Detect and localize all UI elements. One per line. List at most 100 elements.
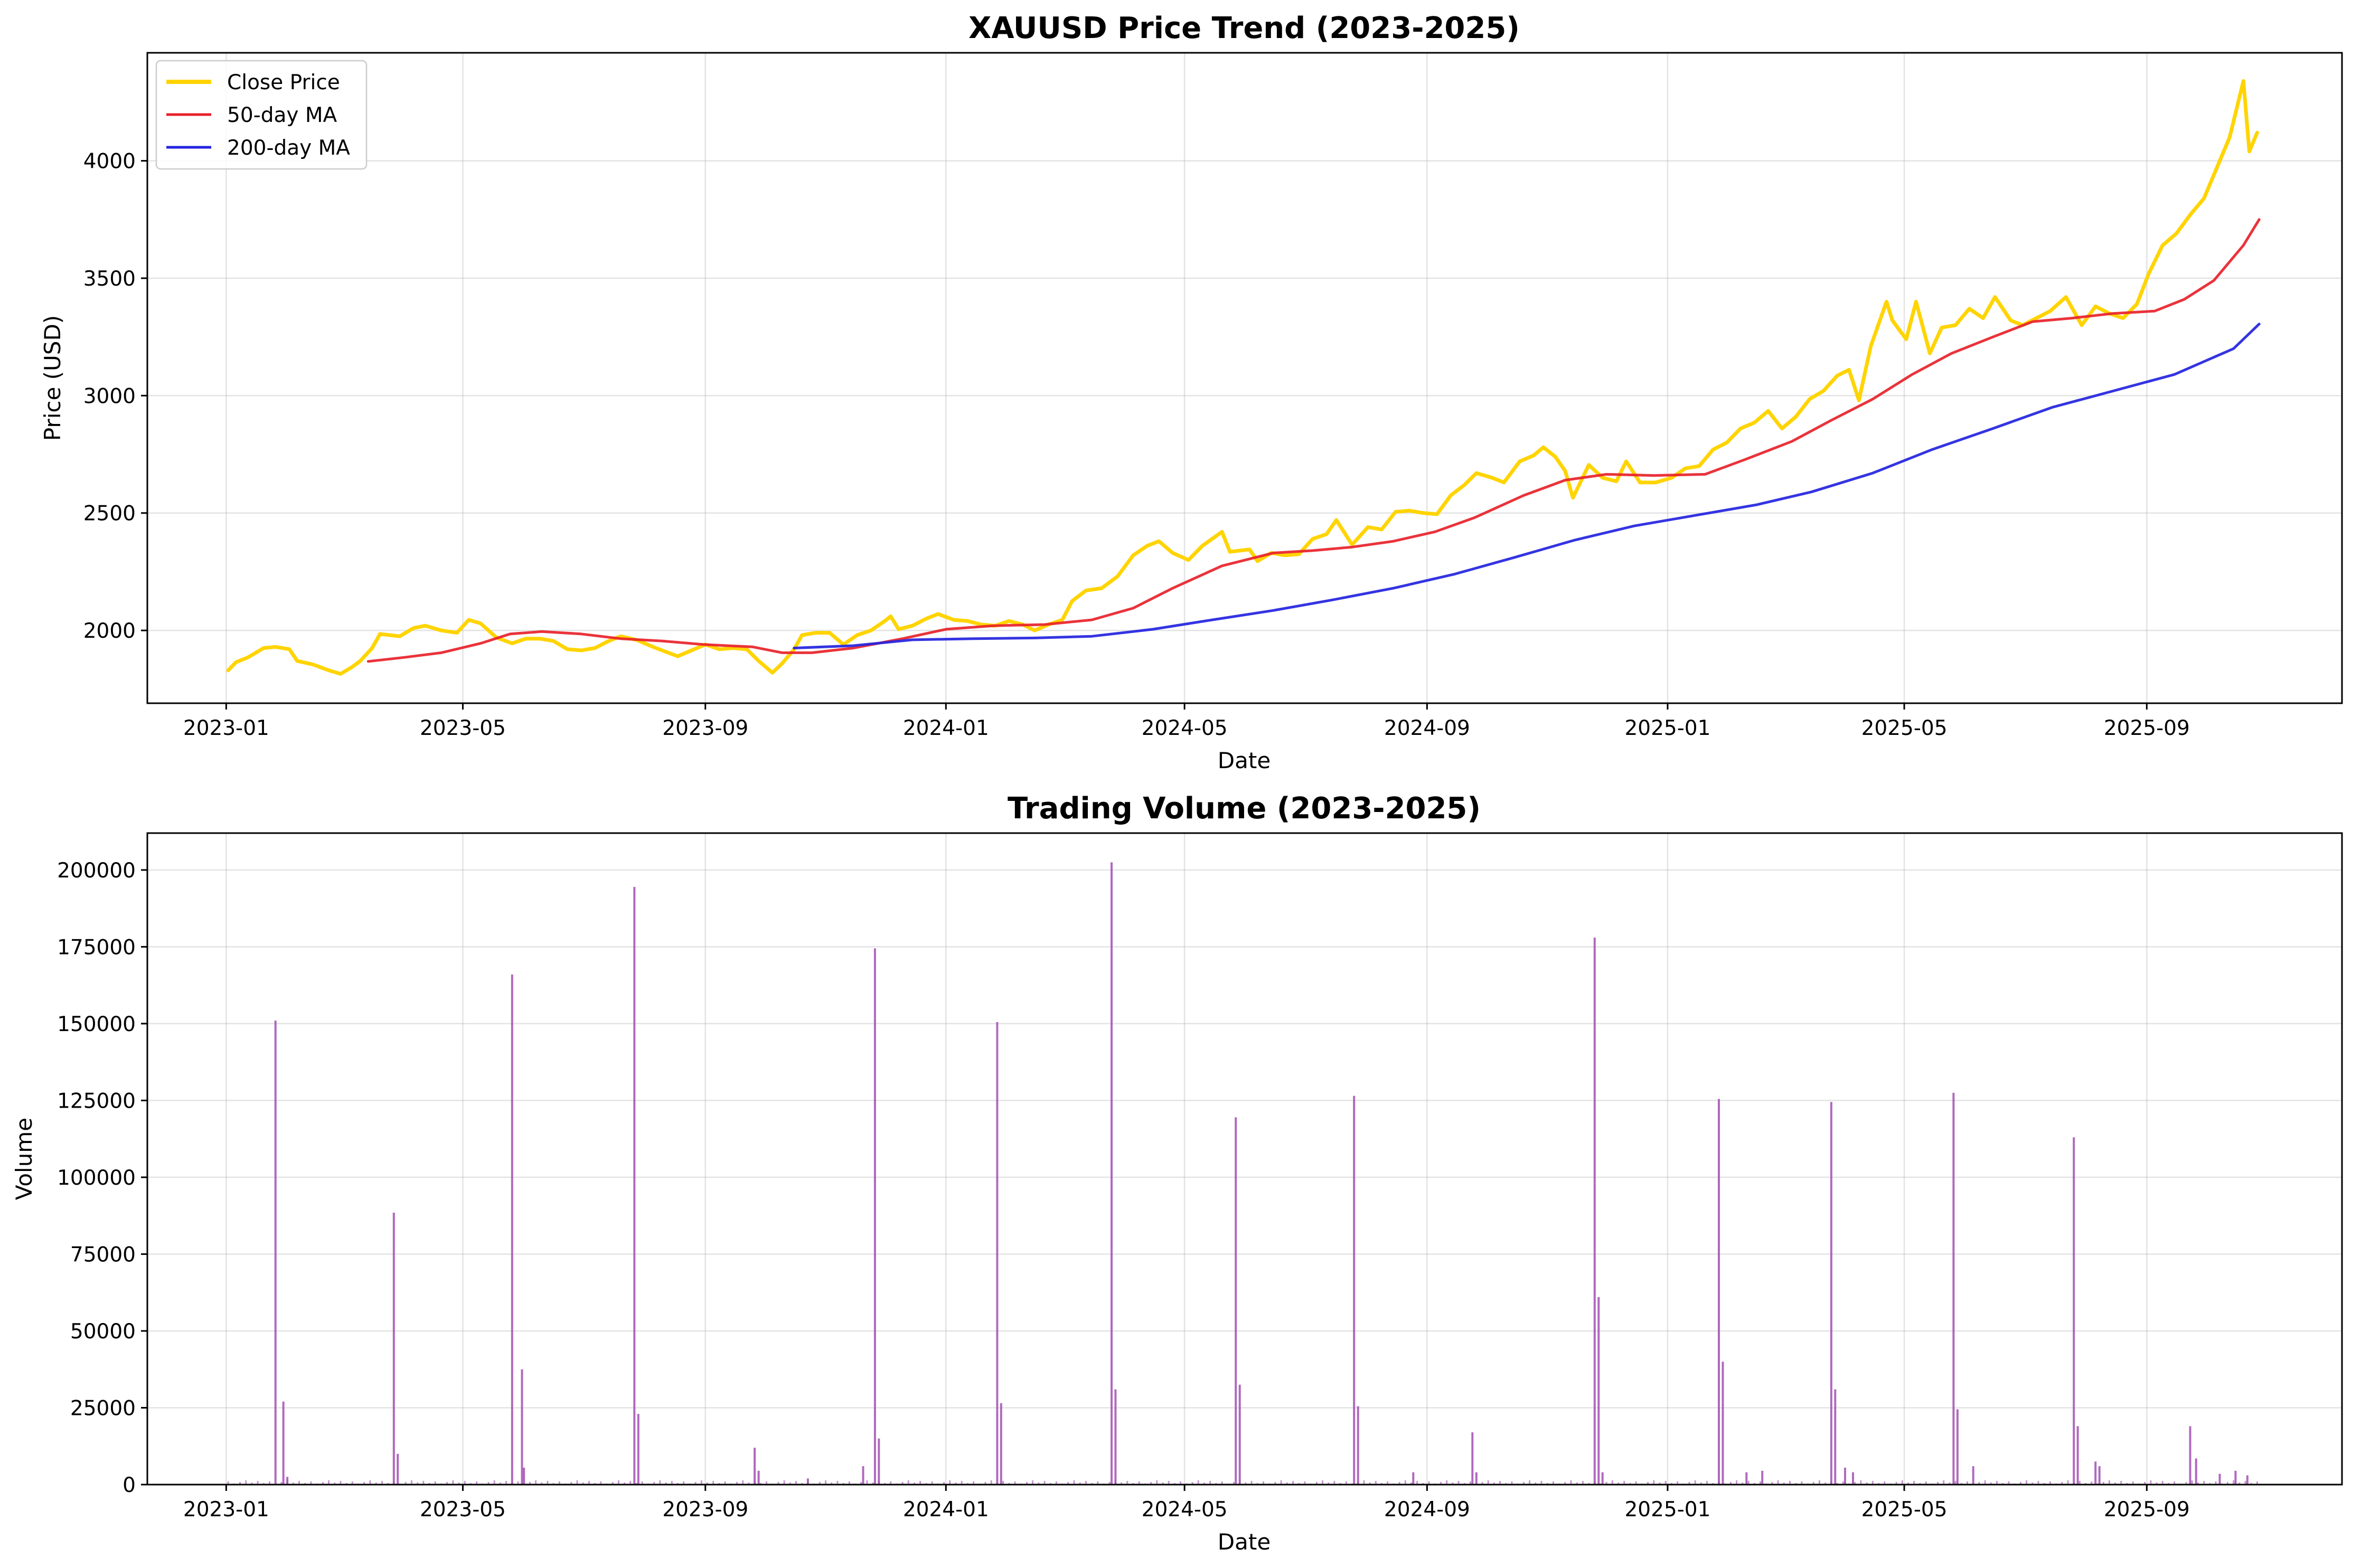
volume-bar-minor xyxy=(1736,1480,1738,1485)
volume-bar-minor xyxy=(1428,1481,1430,1485)
volume-bar-minor xyxy=(434,1481,436,1485)
volume-bar-minor xyxy=(961,1481,963,1485)
volume-bar-minor xyxy=(1742,1482,1744,1485)
volume-bar-minor xyxy=(707,1482,708,1485)
volume-bar xyxy=(2076,1426,2079,1485)
volume-xtick-label-2025-09: 2025-09 xyxy=(2104,1498,2190,1522)
price-chart-xlabel: Date xyxy=(1218,748,1271,773)
volume-bar-minor xyxy=(2073,1482,2075,1485)
volume-bar-minor xyxy=(1884,1481,1886,1485)
volume-bar xyxy=(862,1466,864,1485)
volume-bar-minor xyxy=(1067,1482,1069,1485)
volume-bar-minor xyxy=(535,1480,537,1485)
volume-bar xyxy=(1952,1092,1955,1485)
volume-ytick-label-200000: 200000 xyxy=(57,859,136,883)
volume-bar-minor xyxy=(1499,1481,1501,1485)
volume-bar-minor xyxy=(1055,1481,1057,1485)
volume-bar-minor xyxy=(671,1481,673,1485)
volume-ytick-label-125000: 125000 xyxy=(57,1089,136,1113)
volume-bar-minor xyxy=(1245,1482,1247,1485)
volume-bar xyxy=(873,948,876,1485)
volume-bar xyxy=(1830,1102,1832,1485)
volume-bar-minor xyxy=(1812,1482,1814,1485)
volume-bar-minor xyxy=(1984,1480,1986,1485)
volume-bar-minor xyxy=(1168,1481,1170,1485)
volume-bar-minor xyxy=(2102,1482,2104,1485)
volume-bar-minor xyxy=(1410,1482,1412,1485)
volume-bar-minor xyxy=(984,1482,986,1485)
volume-bar-minor xyxy=(612,1482,614,1485)
volume-bar-minor xyxy=(2185,1482,2187,1485)
volume-bar-minor xyxy=(1576,1482,1578,1485)
price-ytick-label-2500: 2500 xyxy=(83,502,136,526)
volume-bar-minor xyxy=(2108,1480,2110,1485)
volume-bar-minor xyxy=(860,1482,862,1485)
volume-bar-minor xyxy=(831,1482,833,1485)
volume-bar-minor xyxy=(641,1481,643,1485)
legend-label-close-price: Close Price xyxy=(227,71,340,95)
volume-bar-minor xyxy=(328,1480,330,1485)
volume-bar-minor xyxy=(2150,1480,2152,1485)
volume-bar-minor xyxy=(1322,1480,1323,1485)
volume-bar-minor xyxy=(1363,1480,1365,1485)
volume-xtick-label-2025-01: 2025-01 xyxy=(1624,1498,1710,1522)
volume-bar-minor xyxy=(943,1482,945,1485)
price-xtick-label-2024-05: 2024-05 xyxy=(1142,716,1228,740)
volume-bar-minor xyxy=(1718,1481,1720,1485)
volume-bar-minor xyxy=(700,1480,702,1485)
volume-bar-minor xyxy=(245,1480,247,1485)
volume-bar-minor xyxy=(1570,1480,1572,1485)
volume-bar xyxy=(1475,1472,1478,1485)
volume-bar-minor xyxy=(836,1481,839,1485)
volume-bar-minor xyxy=(1446,1480,1448,1485)
volume-bar-minor xyxy=(251,1482,253,1485)
volume-bar xyxy=(2234,1470,2237,1485)
volume-chart: Trading Volume (2023-2025) 2023-01 2023-0… xyxy=(11,791,2343,1555)
volume-bar-minor xyxy=(269,1481,270,1485)
volume-bar xyxy=(1597,1297,1600,1485)
volume-bar-minor xyxy=(1280,1480,1282,1485)
volume-bar-minor xyxy=(1535,1482,1537,1485)
volume-bar xyxy=(1834,1389,1837,1485)
volume-bar-minor xyxy=(227,1481,229,1485)
volume-bar-minor xyxy=(1398,1482,1400,1485)
volume-bar xyxy=(1000,1403,1002,1485)
series-line-50-day-ma xyxy=(366,218,2261,663)
volume-bar-minor xyxy=(1121,1482,1123,1485)
volume-bar-minor xyxy=(334,1482,336,1485)
volume-bar xyxy=(754,1448,756,1485)
price-ytick-label-3000: 3000 xyxy=(83,384,136,408)
volume-bar-minor xyxy=(1493,1482,1495,1485)
volume-bar-minor xyxy=(310,1481,312,1485)
volume-bar-minor xyxy=(1677,1481,1679,1485)
volume-bar-minor xyxy=(2078,1481,2081,1485)
volume-bar-minor xyxy=(2203,1481,2205,1485)
volume-bar-minor xyxy=(2256,1481,2258,1485)
volume-bar-minor xyxy=(340,1481,342,1485)
volume-bar xyxy=(1238,1384,1241,1485)
price-chart-ylabel: Price (USD) xyxy=(40,315,65,441)
volume-bar-minor xyxy=(1747,1481,1749,1485)
volume-chart-frame xyxy=(146,832,2343,1486)
volume-bar-minor xyxy=(1032,1480,1034,1485)
volume-bar-minor xyxy=(2049,1481,2051,1485)
volume-bar-minor xyxy=(2233,1480,2235,1485)
volume-bar-minor xyxy=(452,1480,454,1485)
volume-bar-minor xyxy=(1706,1481,1708,1485)
volume-bar-minor xyxy=(795,1481,797,1485)
volume-bar-minor xyxy=(931,1481,933,1485)
volume-bar-minor xyxy=(1653,1480,1655,1485)
volume-bar xyxy=(2246,1475,2249,1485)
volume-xtick-label-2023-01: 2023-01 xyxy=(183,1498,269,1522)
volume-bar-minor xyxy=(292,1482,294,1485)
volume-bar-minor xyxy=(1777,1480,1779,1485)
volume-bar-minor xyxy=(1967,1481,1968,1485)
volume-bar-minor xyxy=(1552,1481,1554,1485)
price-xtick-label-2025-05: 2025-05 xyxy=(1861,716,1948,740)
volume-bar-minor xyxy=(1043,1481,1046,1485)
volume-bar-minor xyxy=(907,1480,909,1485)
volume-bar-minor xyxy=(464,1481,466,1485)
volume-bar-minor xyxy=(955,1482,957,1485)
volume-bar-minor xyxy=(363,1482,365,1485)
volume-bar xyxy=(633,886,636,1485)
